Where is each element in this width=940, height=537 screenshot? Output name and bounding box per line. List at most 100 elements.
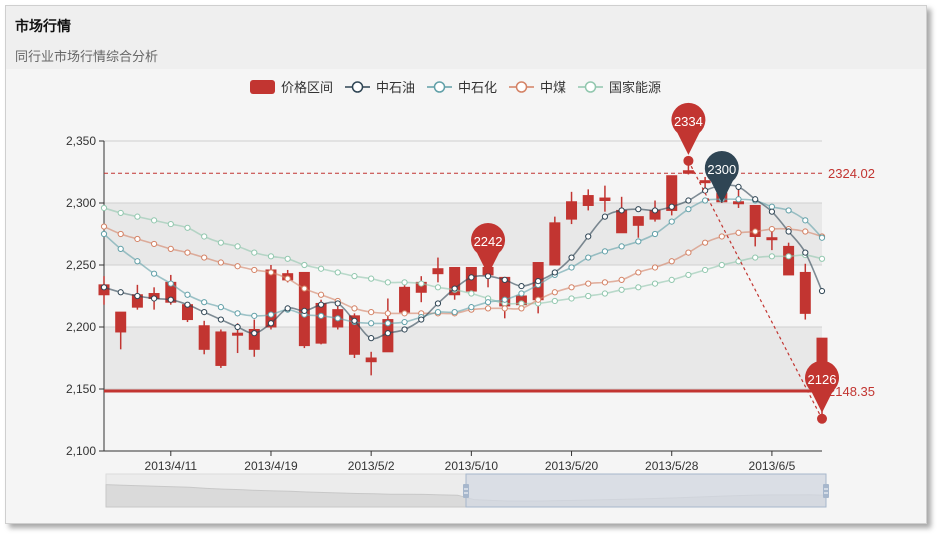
- x-tick-label: 2013/5/28: [645, 459, 699, 473]
- series-point: [735, 229, 742, 236]
- legend-item[interactable]: 价格区间: [250, 80, 333, 95]
- series-point: [201, 233, 208, 240]
- zoom-selected-range[interactable]: [465, 473, 827, 508]
- series-point: [434, 284, 442, 291]
- y-tick-label: 2,250: [66, 258, 96, 272]
- series-point: [468, 290, 475, 297]
- series-point: [651, 264, 659, 271]
- series-point: [752, 228, 759, 235]
- series-中石油: [100, 182, 826, 342]
- candle: [115, 311, 127, 350]
- candle-body: [783, 245, 795, 276]
- candle-body: [232, 332, 244, 336]
- series-point: [618, 276, 625, 283]
- candle: [699, 176, 711, 189]
- mark-line-label: 2324.02: [828, 166, 875, 181]
- zoom-handle-left[interactable]: [463, 484, 469, 498]
- series-point: [134, 258, 141, 265]
- legend-item[interactable]: 中石化: [427, 80, 497, 95]
- series-point: [501, 296, 508, 303]
- candle-body: [399, 286, 411, 313]
- candle: [215, 329, 227, 368]
- legend-label: 中石油: [376, 80, 415, 95]
- split-area-band: [104, 327, 822, 389]
- series-point: [184, 224, 191, 231]
- candle: [799, 263, 811, 320]
- series-point: [267, 253, 275, 260]
- pin-icon: [804, 360, 839, 413]
- series-point: [351, 273, 358, 280]
- series-point: [735, 196, 742, 203]
- series-point: [785, 253, 792, 260]
- candle-body: [115, 311, 127, 333]
- series-point: [401, 326, 408, 333]
- series-point: [201, 299, 208, 306]
- candle-body: [616, 209, 628, 234]
- candle: [632, 216, 644, 238]
- series-point: [251, 312, 258, 319]
- y-tick-label: 2,150: [66, 382, 96, 396]
- mark-point-pin[interactable]: 2242: [471, 222, 506, 275]
- series-point: [585, 292, 592, 300]
- zoom-handle-right[interactable]: [823, 484, 829, 498]
- candle-body: [666, 175, 678, 211]
- series-point: [351, 305, 358, 312]
- series-point: [217, 239, 224, 246]
- x-tick-label: 2013/6/5: [749, 459, 796, 473]
- series-point: [368, 320, 375, 327]
- series-point: [418, 316, 425, 323]
- chart-title: 市场行情: [15, 18, 71, 34]
- candle-body: [799, 271, 811, 314]
- series-point: [768, 208, 776, 215]
- series-point: [301, 307, 308, 314]
- chart-subtitle: 同行业市场行情综合分析: [15, 49, 159, 64]
- series-point: [518, 305, 525, 312]
- candle: [566, 191, 578, 225]
- legend-item[interactable]: 国家能源: [578, 80, 661, 95]
- x-tick-label: 2013/5/20: [545, 459, 599, 473]
- series-中石化: [100, 196, 826, 327]
- mark-point-pin[interactable]: 2334: [671, 102, 706, 155]
- series-point: [451, 285, 458, 292]
- series-point: [434, 309, 442, 316]
- series-point: [284, 255, 291, 262]
- series-point: [267, 320, 275, 327]
- series-point: [234, 323, 241, 331]
- series-point: [134, 235, 141, 243]
- series-point: [317, 291, 325, 298]
- candle-body: [582, 195, 594, 206]
- series-point: [100, 204, 108, 212]
- series-point: [668, 218, 675, 225]
- legend-label: 国家能源: [609, 80, 661, 95]
- series-point: [585, 233, 592, 240]
- legend-item[interactable]: 中煤: [509, 80, 566, 95]
- candle-body: [348, 315, 360, 355]
- split-area-band: [104, 265, 822, 327]
- pin-icon: [704, 151, 739, 203]
- candle: [248, 319, 260, 357]
- mark-point-pin[interactable]: 2300: [704, 151, 739, 203]
- series-point: [117, 245, 124, 252]
- series-point: [518, 282, 525, 290]
- series-point: [535, 278, 542, 285]
- mark-line-end-dot: [817, 413, 827, 424]
- series-point: [752, 254, 759, 261]
- y-tick-label: 2,300: [66, 196, 96, 210]
- mark-point-pin[interactable]: 2126: [804, 360, 839, 413]
- candle-body: [449, 266, 461, 296]
- series-point: [585, 254, 592, 261]
- series-point: [718, 261, 725, 269]
- pin-label: 2300: [707, 162, 736, 177]
- legend-circle-icon: [515, 81, 528, 93]
- candle-body: [248, 328, 260, 350]
- candle: [198, 320, 210, 355]
- series-point: [267, 311, 275, 318]
- y-tick-label: 2,200: [66, 320, 96, 334]
- candle-body: [315, 302, 327, 344]
- series-point: [100, 223, 108, 230]
- series-point: [818, 255, 826, 262]
- series-point: [117, 230, 124, 238]
- legend-item[interactable]: 中石油: [345, 80, 415, 95]
- series-point: [401, 318, 408, 326]
